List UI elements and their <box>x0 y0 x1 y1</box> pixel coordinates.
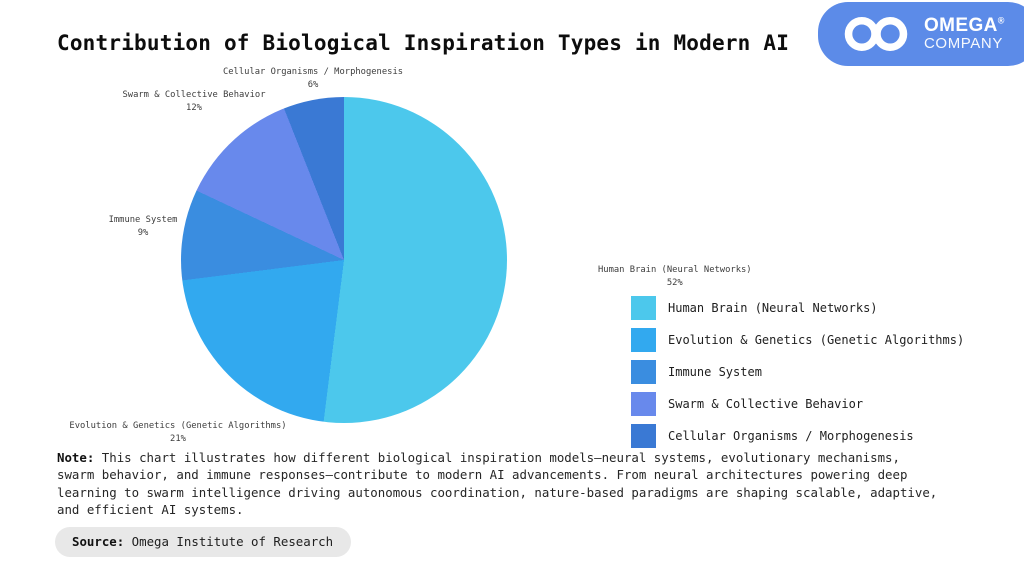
pie-label-text: Human Brain (Neural Networks) <box>598 265 752 275</box>
logo-text: OMEGA® COMPANY <box>924 16 1005 52</box>
pie-label-swarm-behavior: Swarm & Collective Behavior 12% <box>123 89 266 115</box>
legend-label: Evolution & Genetics (Genetic Algorithms… <box>668 333 965 347</box>
pie-label-human-brain: Human Brain (Neural Networks) 52% <box>598 264 752 290</box>
legend-item-cellular-organisms: Cellular Organisms / Morphogenesis <box>631 424 964 448</box>
registered-trademark-icon: ® <box>997 15 1005 26</box>
pie-label-text: Evolution & Genetics (Genetic Algorithms… <box>69 421 287 431</box>
legend-swatch <box>631 296 656 320</box>
pie-chart <box>181 97 507 423</box>
pie-label-text: Swarm & Collective Behavior <box>122 90 266 100</box>
pie-label-pct: 6% <box>307 80 319 90</box>
legend-item-swarm-behavior: Swarm & Collective Behavior <box>631 392 964 416</box>
source-text: Omega Institute of Research <box>124 534 334 549</box>
logo-brand-name: OMEGA® <box>924 16 1005 36</box>
chart-title: Contribution of Biological Inspiration T… <box>57 31 790 55</box>
source-badge: Source: Omega Institute of Research <box>55 527 352 557</box>
legend-item-evolution-genetics: Evolution & Genetics (Genetic Algorithms… <box>631 328 964 352</box>
pie-label-cellular-organisms: Cellular Organisms / Morphogenesis 6% <box>223 66 403 92</box>
legend-item-human-brain: Human Brain (Neural Networks) <box>631 296 964 320</box>
chart-legend: Human Brain (Neural Networks) Evolution … <box>631 296 964 448</box>
legend-swatch <box>631 424 656 448</box>
pie-label-pct: 12% <box>186 103 202 113</box>
legend-label: Swarm & Collective Behavior <box>668 397 864 411</box>
legend-swatch <box>631 392 656 416</box>
legend-swatch <box>631 360 656 384</box>
note-paragraph: Note: This chart illustrates how differe… <box>57 449 967 518</box>
pie-label-evolution-genetics: Evolution & Genetics (Genetic Algorithms… <box>69 420 286 446</box>
logo-company-label: COMPANY <box>924 35 1003 53</box>
pie-label-text: Cellular Organisms / Morphogenesis <box>222 67 404 77</box>
source-label: Source: <box>72 534 125 549</box>
pie-label-text: Immune System <box>108 215 178 225</box>
note-label: Note: <box>57 450 95 465</box>
pie-label-pct: 9% <box>137 228 149 238</box>
legend-item-immune-system: Immune System <box>631 360 964 384</box>
logo-brand-label: OMEGA <box>924 15 998 37</box>
note-text: This chart illustrates how different bio… <box>57 450 938 517</box>
legend-label: Human Brain (Neural Networks) <box>668 301 878 315</box>
legend-label: Immune System <box>668 365 762 379</box>
pie-label-immune-system: Immune System 9% <box>109 214 178 240</box>
pie-label-pct: 21% <box>170 434 186 444</box>
legend-swatch <box>631 328 656 352</box>
legend-label: Cellular Organisms / Morphogenesis <box>668 429 914 443</box>
infinity-icon <box>844 16 908 52</box>
pie-label-pct: 52% <box>666 278 683 288</box>
company-logo-badge: OMEGA® COMPANY <box>818 2 1024 66</box>
